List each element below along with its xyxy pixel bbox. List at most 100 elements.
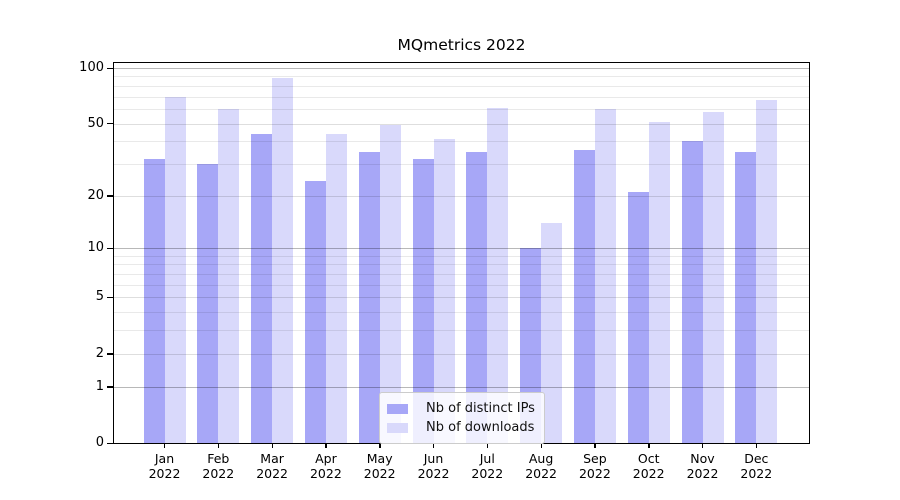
x-tick-label-jul: Jul 2022 xyxy=(455,451,519,481)
bar-nb-of-distinct-ips-oct xyxy=(627,191,649,443)
x-tick-nov xyxy=(702,444,704,448)
y-tick-50 xyxy=(107,123,113,125)
x-tick-year: 2022 xyxy=(632,466,665,481)
bar-nb-of-downloads-oct xyxy=(648,121,670,443)
x-tick-label-feb: Feb 2022 xyxy=(186,451,250,481)
x-tick-label-may: May 2022 xyxy=(348,451,412,481)
x-tick-month: Dec xyxy=(744,451,769,466)
x-tick-year: 2022 xyxy=(309,466,342,481)
x-tick-year: 2022 xyxy=(525,466,557,481)
bar-nb-of-distinct-ips-jul xyxy=(466,151,488,443)
bar-nb-of-distinct-ips-dec xyxy=(735,151,757,443)
bar-nb-of-downloads-apr xyxy=(325,133,347,443)
x-tick-label-oct: Oct 2022 xyxy=(617,451,681,481)
x-tick-month: Nov xyxy=(690,451,715,466)
gridline-y-70 xyxy=(114,96,809,98)
x-tick-mar xyxy=(271,444,273,448)
x-tick-month: Feb xyxy=(207,451,230,466)
legend-swatch-distinct-ips xyxy=(387,403,408,414)
x-tick-month: Jun xyxy=(423,451,444,466)
x-tick-label-apr: Apr 2022 xyxy=(294,451,358,481)
bar-nb-of-downloads-dec xyxy=(756,100,778,443)
y-tick-label-0: 0 xyxy=(95,435,104,450)
x-tick-month: Oct xyxy=(637,451,660,466)
x-tick-year: 2022 xyxy=(363,466,396,481)
y-tick-label-50: 50 xyxy=(87,115,104,131)
bar-nb-of-downloads-mar xyxy=(272,78,294,443)
x-tick-year: 2022 xyxy=(417,466,450,481)
x-tick-month: Jan xyxy=(154,451,175,466)
x-tick-label-jun: Jun 2022 xyxy=(402,451,466,481)
y-tick-label-2: 2 xyxy=(95,345,104,361)
x-tick-jun xyxy=(433,444,435,448)
x-tick-label-mar: Mar 2022 xyxy=(240,451,304,481)
x-tick-jan xyxy=(164,444,166,448)
plot-area xyxy=(113,62,810,444)
y-tick-5 xyxy=(107,296,113,299)
y-tick-label-5: 5 xyxy=(95,289,104,305)
x-tick-month: Mar xyxy=(260,451,284,466)
y-tick-2 xyxy=(107,353,113,355)
legend-item-distinct-ips: Nb of distinct IPs xyxy=(387,399,535,418)
x-tick-feb xyxy=(217,444,220,448)
y-tick-label-1: 1 xyxy=(95,378,104,394)
y-tick-100 xyxy=(107,67,113,69)
y-tick-label-100: 100 xyxy=(79,60,104,75)
bar-nb-of-downloads-may xyxy=(379,125,401,443)
bar-nb-of-downloads-nov xyxy=(702,111,724,443)
x-tick-label-jan: Jan 2022 xyxy=(133,451,197,481)
y-tick-label-10: 10 xyxy=(87,240,104,256)
bar-nb-of-downloads-jul xyxy=(487,107,509,443)
legend-label-distinct-ips: Nb of distinct IPs xyxy=(426,401,535,416)
bar-nb-of-distinct-ips-jan xyxy=(143,158,165,443)
x-tick-year: 2022 xyxy=(740,466,773,481)
y-tick-0 xyxy=(107,442,113,444)
x-tick-aug xyxy=(540,444,542,448)
bar-nb-of-downloads-aug xyxy=(541,222,563,443)
x-tick-oct xyxy=(648,444,650,448)
bar-nb-of-downloads-jun xyxy=(433,139,455,443)
gridline-y-90 xyxy=(114,76,809,78)
bar-nb-of-distinct-ips-may xyxy=(358,151,380,443)
gridline-y-80 xyxy=(114,85,809,87)
x-tick-year: 2022 xyxy=(471,466,504,481)
bar-nb-of-distinct-ips-sep xyxy=(573,149,595,443)
x-tick-label-dec: Dec 2022 xyxy=(724,451,788,481)
y-tick-20 xyxy=(107,195,113,197)
x-tick-year: 2022 xyxy=(256,466,288,481)
bar-nb-of-distinct-ips-feb xyxy=(197,163,219,443)
y-tick-10 xyxy=(107,247,113,250)
bar-nb-of-distinct-ips-mar xyxy=(251,133,273,443)
x-tick-month: Aug xyxy=(528,451,554,466)
x-tick-month: Apr xyxy=(315,451,337,466)
x-tick-sep xyxy=(594,444,596,448)
x-tick-label-sep: Sep 2022 xyxy=(563,451,627,481)
chart-title: MQmetrics 2022 xyxy=(397,36,526,54)
x-tick-jul xyxy=(486,444,489,448)
legend-label-downloads: Nb of downloads xyxy=(426,420,535,435)
x-tick-year: 2022 xyxy=(202,466,235,481)
bar-nb-of-downloads-sep xyxy=(594,108,616,443)
x-tick-year: 2022 xyxy=(148,466,181,481)
y-tick-label-20: 20 xyxy=(87,187,104,203)
bar-nb-of-distinct-ips-jun xyxy=(412,158,434,443)
bar-nb-of-downloads-jan xyxy=(164,96,186,443)
x-tick-month: Jul xyxy=(479,451,495,466)
bar-nb-of-distinct-ips-apr xyxy=(304,181,326,443)
legend-item-downloads: Nb of downloads xyxy=(387,418,535,437)
bar-nb-of-downloads-feb xyxy=(218,108,240,443)
x-tick-label-nov: Nov 2022 xyxy=(671,451,735,481)
bar-nb-of-distinct-ips-nov xyxy=(681,141,703,443)
x-tick-month: May xyxy=(366,451,393,466)
legend: Nb of distinct IPs Nb of downloads xyxy=(379,392,545,444)
y-tick-1 xyxy=(107,386,113,388)
x-tick-dec xyxy=(755,444,758,448)
x-tick-month: Sep xyxy=(583,451,607,466)
x-tick-may xyxy=(379,444,381,448)
legend-swatch-downloads xyxy=(387,422,408,433)
x-tick-year: 2022 xyxy=(578,466,611,481)
x-tick-year: 2022 xyxy=(686,466,719,481)
x-tick-label-aug: Aug 2022 xyxy=(509,451,573,481)
gridline-y-100 xyxy=(114,68,809,69)
